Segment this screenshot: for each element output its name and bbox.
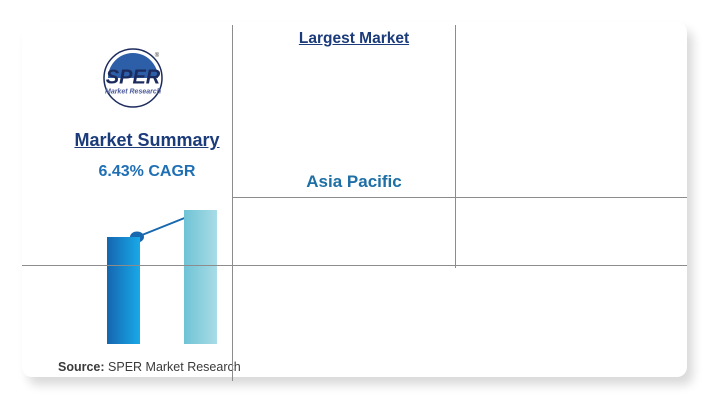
svg-text:Market Research: Market Research — [105, 89, 161, 96]
svg-text:®: ® — [155, 52, 160, 59]
svg-text:SPER: SPER — [106, 67, 161, 89]
